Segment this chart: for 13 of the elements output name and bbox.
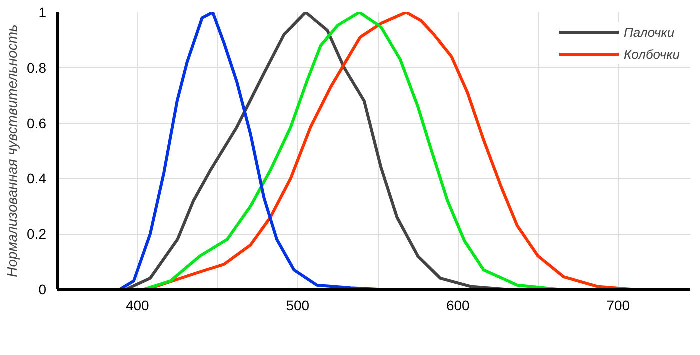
- x-tick-label: 700: [606, 298, 630, 314]
- y-tick-label: 0.6: [27, 115, 47, 132]
- legend-label: Колбочки: [624, 46, 680, 62]
- x-tick-label: 600: [446, 298, 470, 314]
- y-tick-label: 0.8: [27, 60, 47, 76]
- legend-label: Палочки: [624, 24, 675, 40]
- y-tick-label: 0: [38, 282, 47, 298]
- y-axis-title: Нормализованная чувствительность: [4, 24, 20, 278]
- y-tick-label: 0.4: [27, 170, 47, 187]
- y-tick-label: 1: [38, 4, 47, 20]
- y-tick-label: 0.2: [27, 226, 47, 242]
- x-tick-label: 500: [286, 298, 310, 314]
- x-tick-label: 400: [126, 298, 150, 314]
